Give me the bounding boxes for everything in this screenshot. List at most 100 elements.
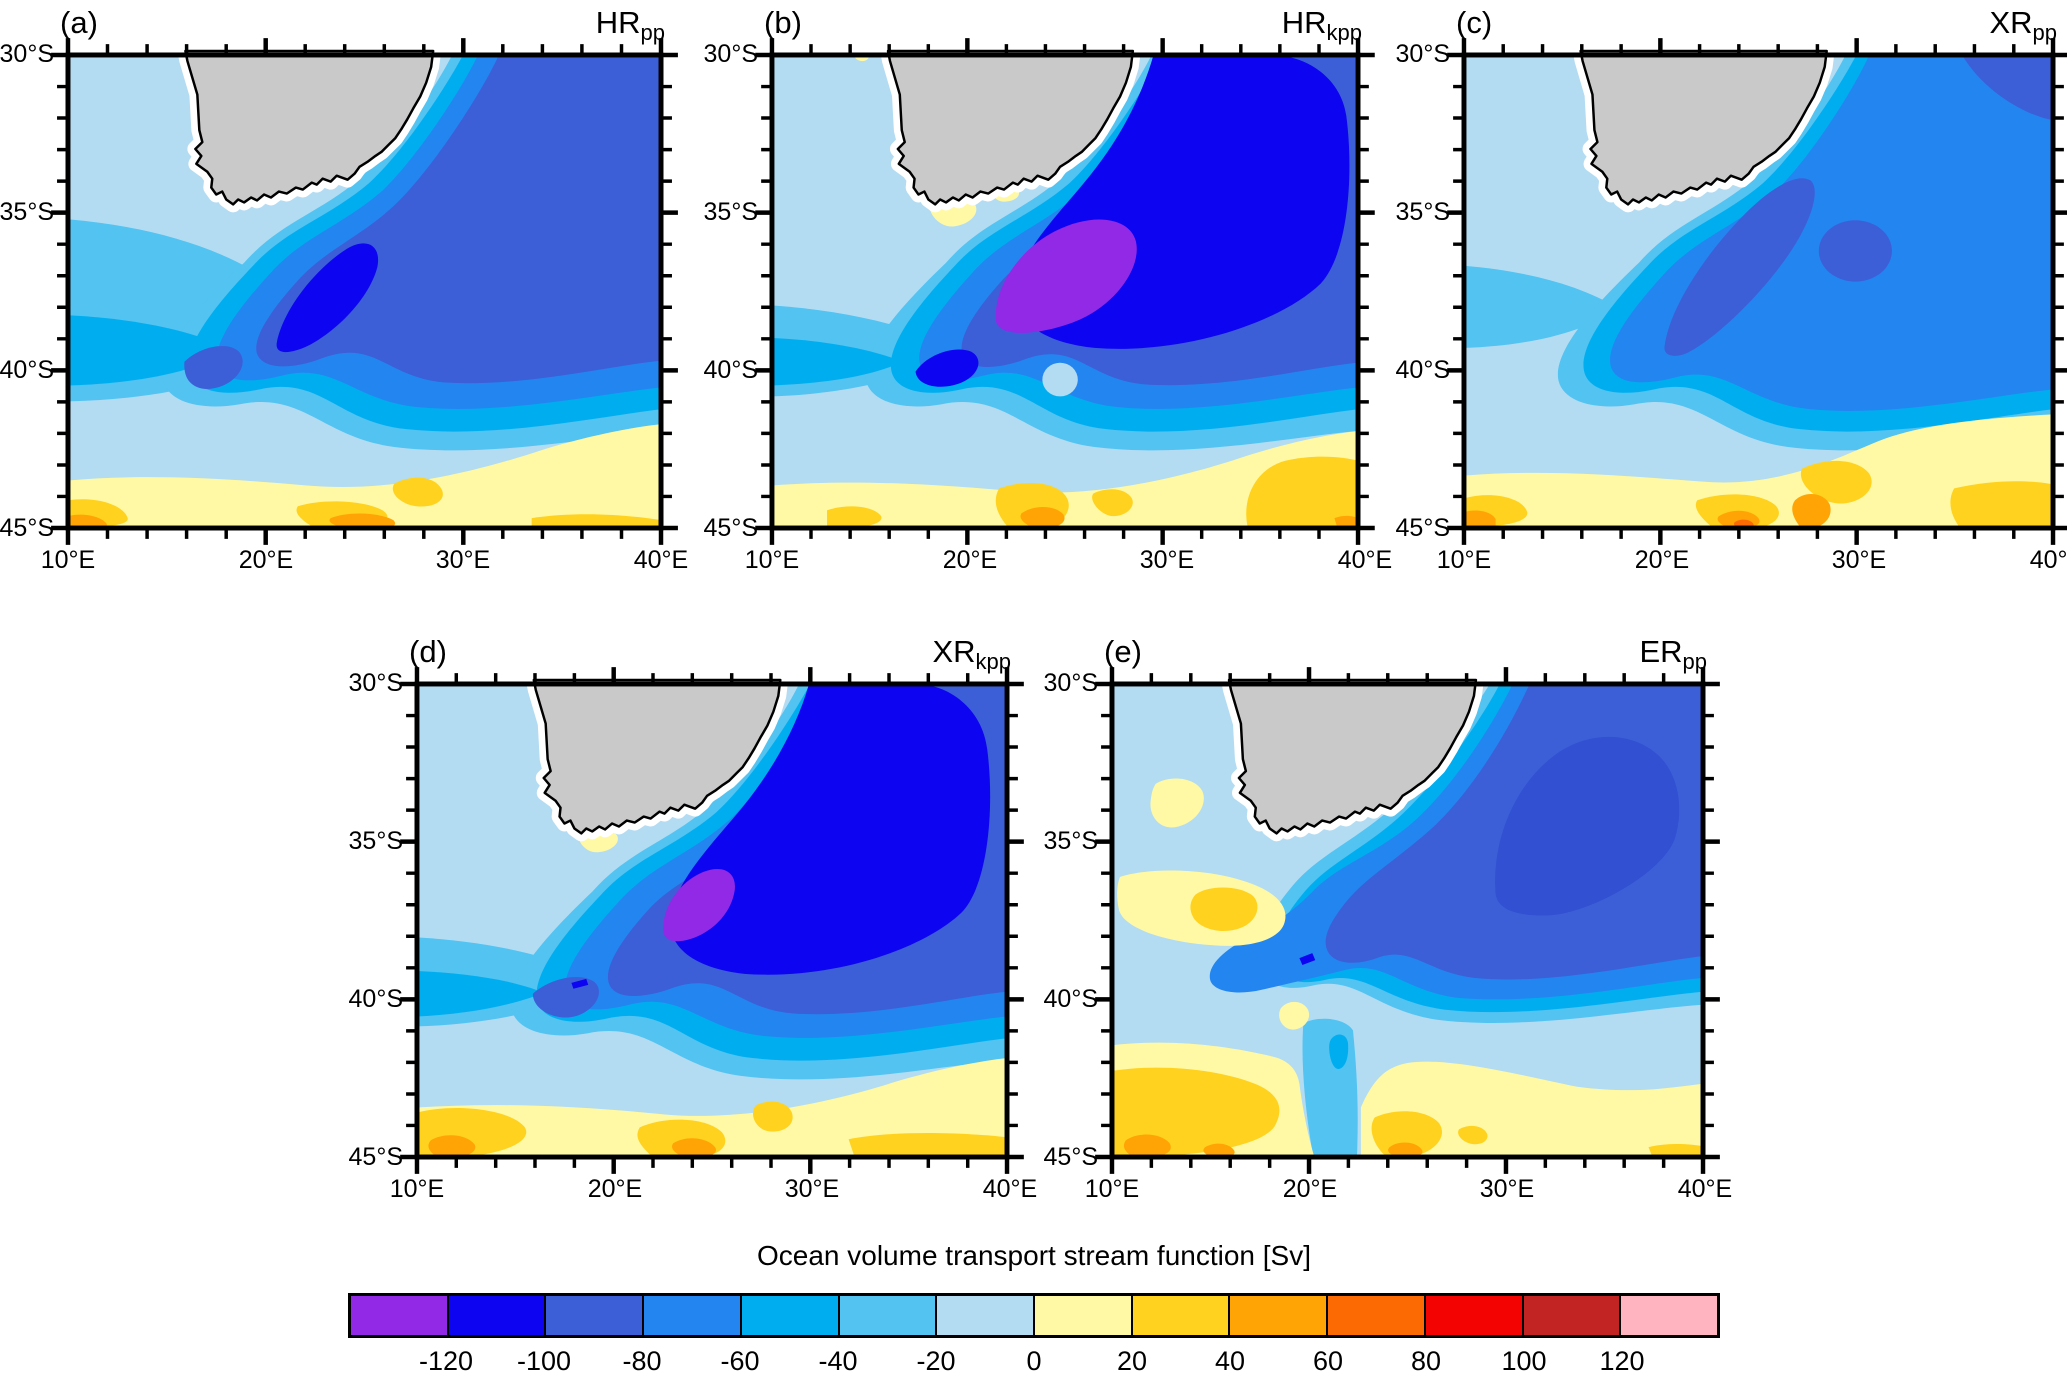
x-tick-label: 20°E: [587, 1175, 643, 1203]
axes-frame: [1461, 52, 2056, 531]
y-tick-label: 35°S: [703, 198, 758, 226]
x-tick-label: 40°E: [633, 546, 689, 574]
panel-label: (e): [1104, 634, 1142, 669]
colorbar-tick-label: 60: [1312, 1346, 1344, 1376]
x-tick-label: 20°E: [1634, 546, 1690, 574]
colorbar-tick-label: 80: [1410, 1346, 1442, 1376]
colorbar-tick-label: -40: [818, 1346, 858, 1376]
y-tick-label: 45°S: [703, 514, 758, 542]
colorbar-tick-label: -60: [720, 1346, 760, 1376]
colorbar-segment: [1132, 1296, 1231, 1335]
y-tick-label: 45°S: [1395, 514, 1450, 542]
x-tick-label: 30°E: [1831, 546, 1887, 574]
colorbar-segment: [1035, 1296, 1133, 1335]
contour-map-d: [415, 682, 1009, 1159]
y-tick-label: 45°S: [0, 514, 54, 542]
contour-map-b: [770, 53, 1360, 530]
colorbar-segment: [644, 1296, 742, 1335]
y-tick-label: 35°S: [0, 198, 54, 226]
contour-map-a: [66, 53, 663, 530]
panel-d: (d) XRkpp 30°S 35°S 40°S 45°S 10°E 20°E …: [349, 634, 1038, 1203]
x-tick-label: 20°E: [1282, 1175, 1338, 1203]
panel-title-main: XR: [932, 634, 976, 669]
colorbar-segment: [546, 1296, 645, 1335]
panel-b: (b) HRkpp 30°S 35°S 40°S 45°S 10°E 20°E …: [704, 5, 1393, 574]
y-tick-label: 35°S: [1043, 827, 1098, 855]
contour-map-e: [1110, 682, 1705, 1159]
colorbar-segment: [1523, 1296, 1622, 1335]
panel-title-main: ER: [1639, 634, 1683, 669]
colorbar-segment: [741, 1296, 840, 1335]
axes-frame: [65, 52, 664, 531]
panel-title: XRpp: [1989, 5, 2057, 46]
colorbar-tick-label: 100: [1501, 1346, 1547, 1376]
panel-title: HRkpp: [1282, 5, 1362, 46]
colorbar: [348, 1293, 1720, 1338]
x-tick-label: 10°E: [744, 546, 800, 574]
y-tick-label: 40°S: [348, 985, 403, 1013]
x-tick-label: 20°E: [238, 546, 294, 574]
panel-e: (e) ERpp 30°S 35°S 40°S 45°S 10°E 20°E 3…: [1044, 634, 1733, 1203]
colorbar-tick-label: -120: [418, 1346, 474, 1376]
x-tick-label: 30°E: [1479, 1175, 1535, 1203]
y-tick-label: 40°S: [1043, 985, 1098, 1013]
panel-label: (a): [60, 5, 98, 40]
colorbar-segment: [937, 1296, 1036, 1335]
panel-label: (c): [1456, 5, 1493, 40]
colorbar-segment: [1230, 1296, 1329, 1335]
colorbar-tick-label: 40: [1214, 1346, 1246, 1376]
colorbar-tick-label: 120: [1599, 1346, 1645, 1376]
panel-label: (b): [764, 5, 802, 40]
colorbar-title: Ocean volume transport stream function […: [756, 1240, 1312, 1271]
panel-c: (c) XRpp 30°S 35°S 40°S 45°S 10°E 20°E 3…: [1396, 5, 2067, 574]
x-tick-label: 10°E: [40, 546, 96, 574]
colorbar-tick-label: -20: [916, 1346, 956, 1376]
panel-title: HRpp: [596, 5, 665, 46]
y-tick-label: 30°S: [1395, 40, 1450, 68]
x-tick-label: 40°E: [1337, 546, 1393, 574]
panel-title: XRkpp: [932, 634, 1011, 675]
x-tick-label: 40°E: [1677, 1175, 1733, 1203]
panel-title-main: HR: [595, 5, 641, 40]
y-tick-label: 30°S: [1043, 669, 1098, 697]
axes-frame: [769, 52, 1361, 531]
y-tick-label: 35°S: [348, 827, 403, 855]
panel-title-main: XR: [1989, 5, 2033, 40]
x-tick-label: 10°E: [1084, 1175, 1140, 1203]
axes-frame: [414, 681, 1010, 1160]
y-tick-label: 30°S: [703, 40, 758, 68]
colorbar-segment: [1621, 1296, 1718, 1335]
colorbar-segment: [1328, 1296, 1426, 1335]
axes-frame: [1109, 681, 1706, 1160]
colorbar-segment: [351, 1296, 449, 1335]
panel-a: (a) HRpp 30°S 35°S 40°S 45°S 10°E 20°E 3…: [0, 5, 688, 574]
y-tick-label: 40°S: [703, 356, 758, 384]
x-tick-label: 30°E: [1139, 546, 1195, 574]
panel-title: ERpp: [1639, 634, 1707, 675]
contour-map-c: [1462, 53, 2055, 530]
y-tick-label: 40°S: [0, 356, 54, 384]
colorbar-segment: [448, 1296, 547, 1335]
panel-title-main: HR: [1281, 5, 1327, 40]
colorbar-tick-label: -80: [622, 1346, 662, 1376]
colorbar-tick-label: 20: [1116, 1346, 1148, 1376]
panel-label: (d): [409, 634, 447, 669]
y-tick-label: 35°S: [1395, 198, 1450, 226]
x-tick-label: 30°E: [435, 546, 491, 574]
x-tick-label: 10°E: [389, 1175, 445, 1203]
x-tick-label: 20°E: [942, 546, 998, 574]
colorbar-segment: [839, 1296, 938, 1335]
colorbar-tick-label: 0: [1026, 1346, 1042, 1376]
y-tick-label: 30°S: [348, 669, 403, 697]
y-tick-label: 40°S: [1395, 356, 1450, 384]
colorbar-segment: [1425, 1296, 1524, 1335]
colorbar-tick-label: -100: [516, 1346, 572, 1376]
x-tick-label: 40°E: [2029, 546, 2067, 574]
x-tick-label: 10°E: [1436, 546, 1492, 574]
y-tick-label: 45°S: [1043, 1143, 1098, 1171]
y-tick-label: 30°S: [0, 40, 54, 68]
x-tick-label: 40°E: [982, 1175, 1038, 1203]
x-tick-label: 30°E: [784, 1175, 840, 1203]
y-tick-label: 45°S: [348, 1143, 403, 1171]
